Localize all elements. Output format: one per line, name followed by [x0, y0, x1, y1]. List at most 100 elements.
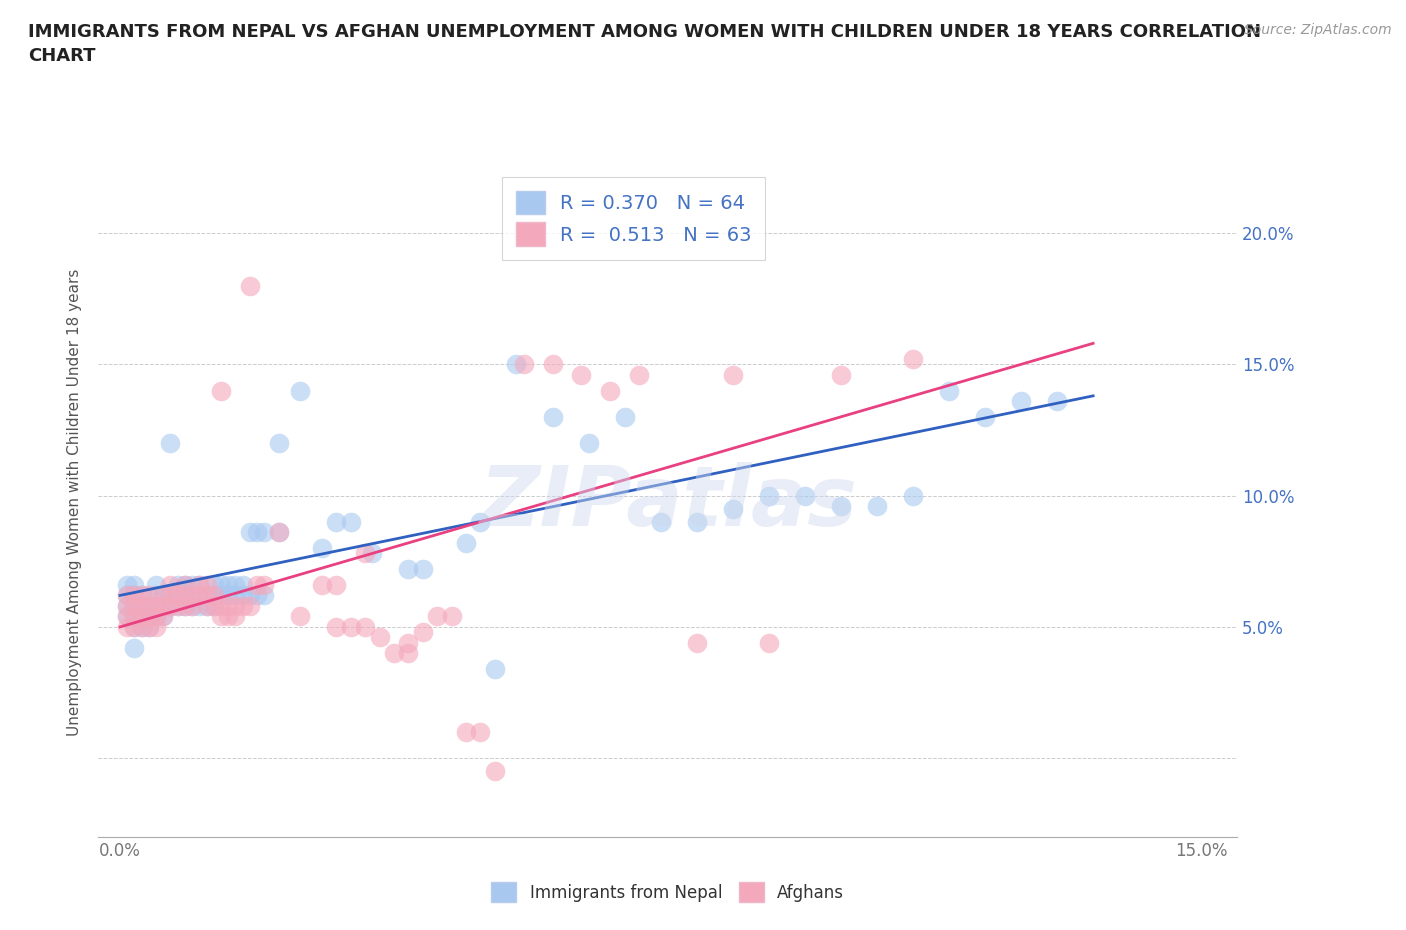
Point [569, 367, 592, 382]
Point [224, 599, 246, 614]
Point [901, 352, 924, 366]
Point [138, 609, 160, 624]
Point [541, 409, 564, 424]
Point [124, 619, 146, 634]
Point [209, 588, 232, 603]
Point [145, 609, 167, 624]
Point [209, 383, 232, 398]
Point [181, 588, 204, 603]
Point [159, 599, 181, 614]
Point [325, 578, 347, 592]
Point [239, 525, 262, 539]
Point [217, 588, 239, 603]
Point [124, 588, 146, 603]
Point [181, 599, 204, 614]
Point [117, 578, 139, 592]
Point [124, 588, 146, 603]
Point [325, 619, 347, 634]
Point [361, 546, 384, 561]
Point [159, 588, 181, 603]
Point [124, 599, 146, 614]
Point [145, 578, 167, 592]
Text: IMMIGRANTS FROM NEPAL VS AFGHAN UNEMPLOYMENT AMONG WOMEN WITH CHILDREN UNDER 18 : IMMIGRANTS FROM NEPAL VS AFGHAN UNEMPLOY… [28, 23, 1261, 65]
Point [174, 599, 197, 614]
Point [938, 383, 960, 398]
Point [627, 367, 650, 382]
Point [470, 514, 492, 529]
Point [412, 625, 434, 640]
Text: ZIPatlas: ZIPatlas [479, 461, 856, 543]
Point [830, 367, 852, 382]
Point [246, 578, 269, 592]
Y-axis label: Unemployment Among Women with Children Under 18 years: Unemployment Among Women with Children U… [67, 269, 83, 736]
Point [224, 609, 246, 624]
Point [138, 619, 160, 634]
Point [117, 609, 139, 624]
Point [239, 588, 262, 603]
Point [188, 599, 211, 614]
Point [124, 599, 146, 614]
Point [232, 578, 254, 592]
Point [382, 645, 405, 660]
Point [195, 578, 218, 592]
Point [117, 619, 139, 634]
Point [195, 599, 218, 614]
Point [224, 588, 246, 603]
Point [202, 588, 225, 603]
Point [232, 599, 254, 614]
Point [145, 609, 167, 624]
Point [131, 588, 153, 603]
Point [901, 488, 924, 503]
Point [195, 588, 218, 603]
Point [253, 525, 276, 539]
Point [124, 609, 146, 624]
Point [117, 588, 139, 603]
Point [290, 609, 312, 624]
Point [131, 599, 153, 614]
Point [311, 578, 333, 592]
Point [124, 578, 146, 592]
Point [253, 578, 276, 592]
Point [396, 562, 419, 577]
Point [124, 609, 146, 624]
Point [217, 578, 239, 592]
Point [396, 645, 419, 660]
Point [131, 619, 153, 634]
Point [454, 536, 477, 551]
Point [1046, 393, 1069, 408]
Point [267, 435, 290, 450]
Point [145, 599, 167, 614]
Point [174, 578, 197, 592]
Point [339, 514, 361, 529]
Point [202, 588, 225, 603]
Point [209, 599, 232, 614]
Point [174, 599, 197, 614]
Point [174, 578, 197, 592]
Point [131, 588, 153, 603]
Point [368, 630, 391, 644]
Point [686, 635, 709, 650]
Point [246, 525, 269, 539]
Point [253, 588, 276, 603]
Point [131, 599, 153, 614]
Point [484, 661, 506, 676]
Point [174, 588, 197, 603]
Point [138, 599, 160, 614]
Point [721, 501, 744, 516]
Point [145, 619, 167, 634]
Point [239, 278, 262, 293]
Point [484, 764, 506, 778]
Point [454, 724, 477, 739]
Point [412, 562, 434, 577]
Point [166, 599, 188, 614]
Point [721, 367, 744, 382]
Point [650, 514, 672, 529]
Point [152, 609, 174, 624]
Point [686, 514, 709, 529]
Point [209, 578, 232, 592]
Point [202, 599, 225, 614]
Point [793, 488, 815, 503]
Point [470, 724, 492, 739]
Point [758, 635, 780, 650]
Point [166, 599, 188, 614]
